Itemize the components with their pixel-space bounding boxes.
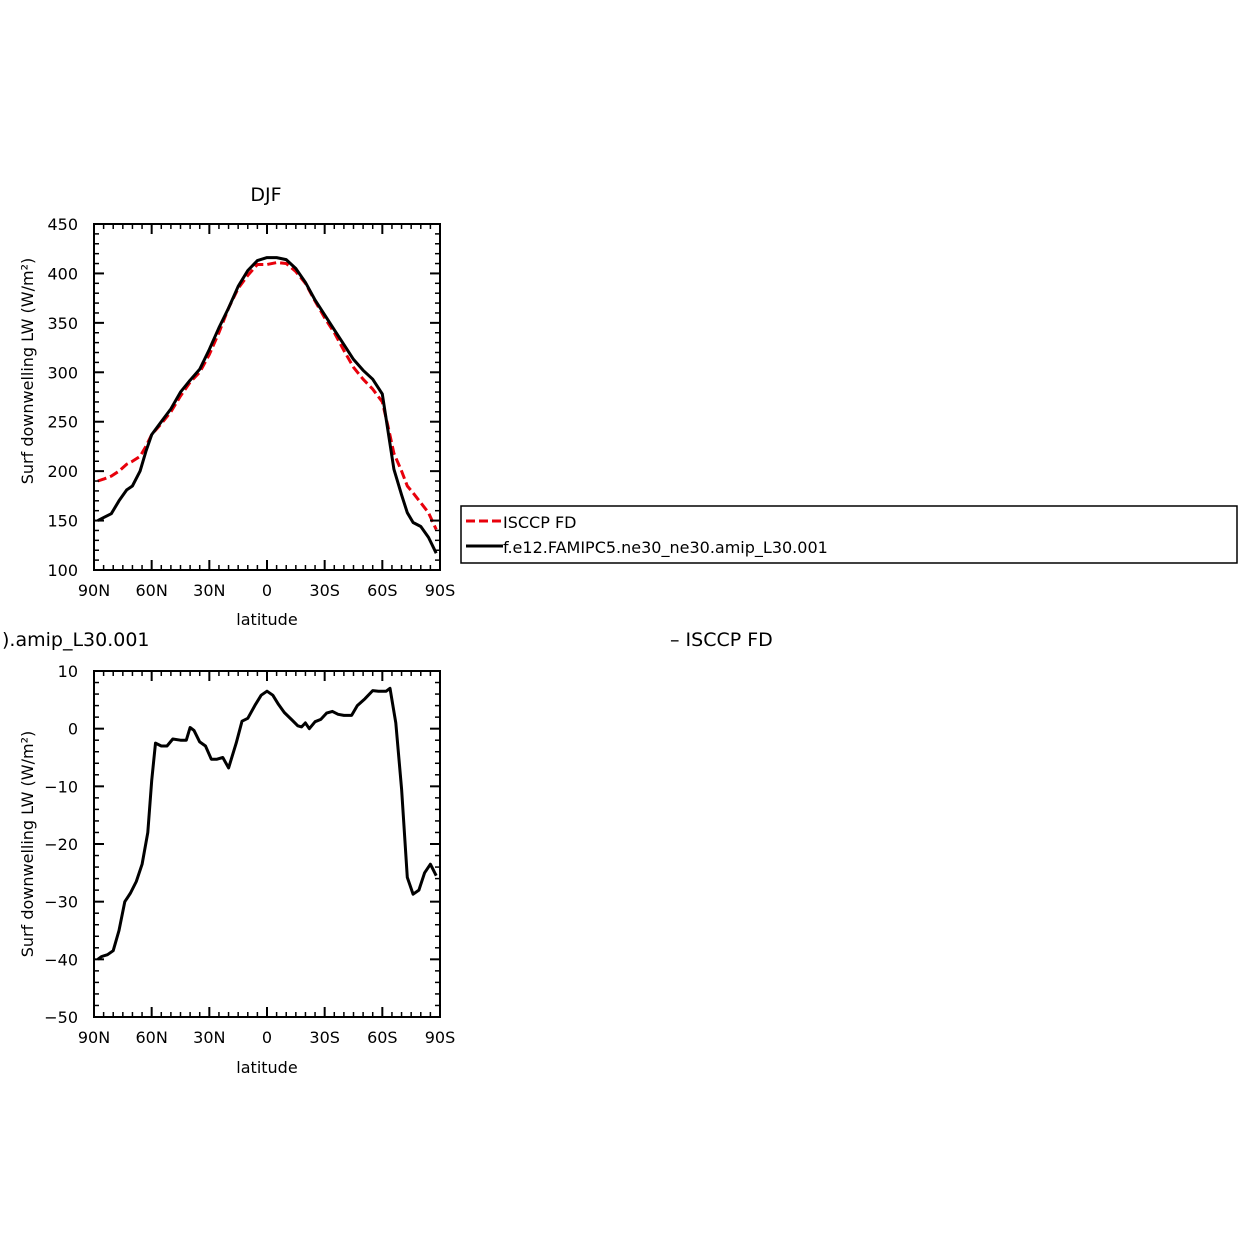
top-y-tick-label: 450: [47, 215, 78, 234]
bottom-y-tick-label: −30: [44, 893, 78, 912]
top-plot-frame: [93, 223, 441, 571]
legend-label-model: f.e12.FAMIPC5.ne30_ne30.amip_L30.001: [503, 538, 828, 558]
bottom-panel: ).amip_L30.001 – ISCCP FD 90N 60N 30N 0 30S 6…: [2, 629, 773, 1077]
bottom-x-tick-label: 60N: [136, 1028, 168, 1047]
top-y-tick-label: 100: [47, 561, 78, 580]
bottom-y-axis-label: Surf downwelling LW (W/m²): [18, 731, 37, 957]
top-x-tick-label: 60S: [367, 581, 398, 600]
top-y-tick-label: 150: [47, 512, 78, 531]
top-panel: DJF 90N 60N 30N 0 30S 60S 90S 100 150 200 250 300 35…: [18, 184, 455, 629]
top-x-tick-label: 0: [262, 581, 272, 600]
bottom-series-group: [96, 686, 438, 961]
bottom-panel-title-right: – ISCCP FD: [670, 629, 773, 651]
bottom-y-tick-label: 0: [68, 720, 78, 739]
top-y-axis-label: Surf downwelling LW (W/m²): [18, 258, 37, 484]
legend-box: [460, 505, 1238, 564]
top-x-tick-label: 30S: [309, 581, 340, 600]
bottom-x-axis-label: latitude: [236, 1058, 297, 1077]
top-y-tick-label: 350: [47, 314, 78, 333]
legend-label-isccp: ISCCP FD: [503, 513, 576, 532]
top-y-tick-label: 400: [47, 264, 78, 283]
legend: ISCCP FD f.e12.FAMIPC5.ne30_ne30.amip_L3…: [460, 505, 1238, 564]
bottom-x-tick-label: 30S: [309, 1028, 340, 1047]
bottom-x-tick-label: 90N: [78, 1028, 110, 1047]
top-panel-title: DJF: [250, 184, 281, 206]
top-x-tick-label: 90S: [425, 581, 456, 600]
bottom-x-tick-label: 90S: [425, 1028, 456, 1047]
bottom-series-line-0: [96, 686, 438, 961]
bottom-panel-title-fragment: ).amip_L30.001: [2, 629, 150, 651]
bottom-y-tick-label: −10: [44, 777, 78, 796]
bottom-y-tick-label: 10: [58, 662, 78, 681]
top-tick-group: 90N 60N 30N 0 30S 60S 90S 100 150 200 250 300 350 400…: [47, 215, 455, 600]
bottom-y-tick-label: −40: [44, 950, 78, 969]
bottom-x-tick-label: 60S: [367, 1028, 398, 1047]
top-y-tick-label: 300: [47, 363, 78, 382]
bottom-y-tick-label: −20: [44, 835, 78, 854]
top-series-line-0: [97, 261, 438, 531]
top-series-group: [97, 256, 438, 554]
bottom-tick-group: 90N 60N 30N 0 30S 60S 90S −50 −40 −30 −20 −10 0 10: [44, 662, 455, 1047]
bottom-x-tick-label: 30N: [193, 1028, 225, 1047]
top-x-tick-label: 30N: [193, 581, 225, 600]
top-x-tick-label: 90N: [78, 581, 110, 600]
bottom-x-tick-label: 0: [262, 1028, 272, 1047]
top-y-tick-label: 250: [47, 413, 78, 432]
top-y-tick-label: 200: [47, 462, 78, 481]
top-x-axis-label: latitude: [236, 610, 297, 629]
top-x-tick-label: 60N: [136, 581, 168, 600]
top-series-line-1: [97, 256, 438, 554]
bottom-y-tick-label: −50: [44, 1008, 78, 1027]
